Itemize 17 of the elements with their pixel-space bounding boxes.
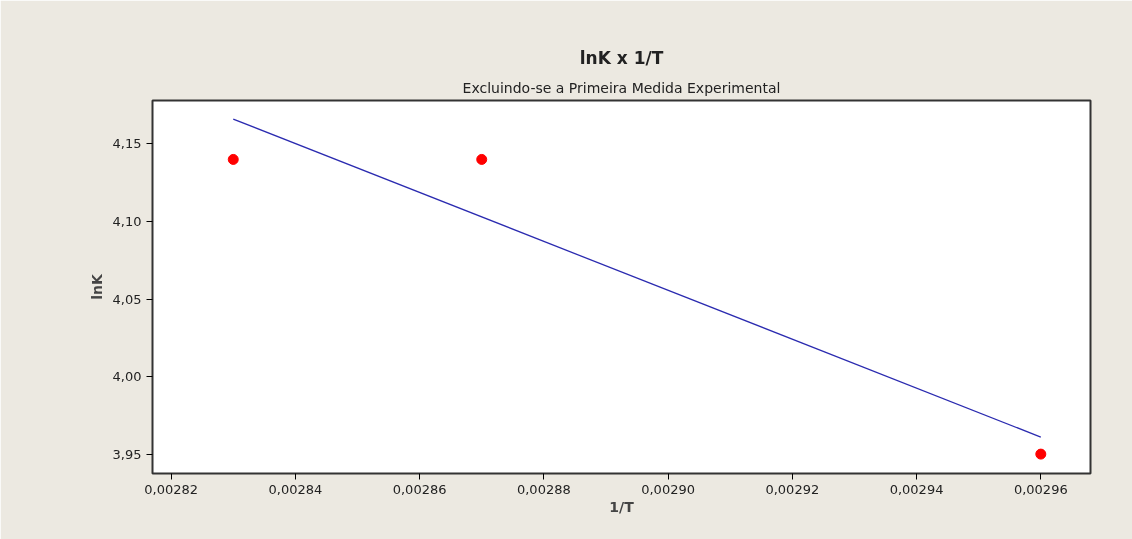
y-tick-label: 3,95: [112, 446, 142, 462]
x-axis-title: 1/T: [609, 498, 635, 515]
x-tick-label: 0,00286: [392, 481, 447, 497]
x-tick-label: 0,00294: [889, 481, 944, 497]
y-tick-label: 4,15: [112, 136, 142, 152]
x-tick-label: 0,00296: [1013, 481, 1068, 497]
y-tick-label: 4,10: [112, 213, 142, 229]
y-tick-label: 4,05: [112, 291, 142, 307]
y-tick-label: 4,00: [112, 369, 142, 385]
x-tick-label: 0,00290: [641, 481, 695, 497]
y-axis-title: lnK: [88, 273, 105, 300]
x-tick-label: 0,00282: [144, 481, 199, 497]
x-tick-label: 0,00292: [765, 481, 820, 497]
x-tick-label: 0,00288: [516, 481, 571, 497]
x-tick-label: 0,00284: [268, 481, 323, 497]
chart-title: lnK x 1/T: [579, 47, 664, 68]
chart-subtitle: Excluindo-se a Primeira Medida Experimental: [462, 79, 781, 96]
